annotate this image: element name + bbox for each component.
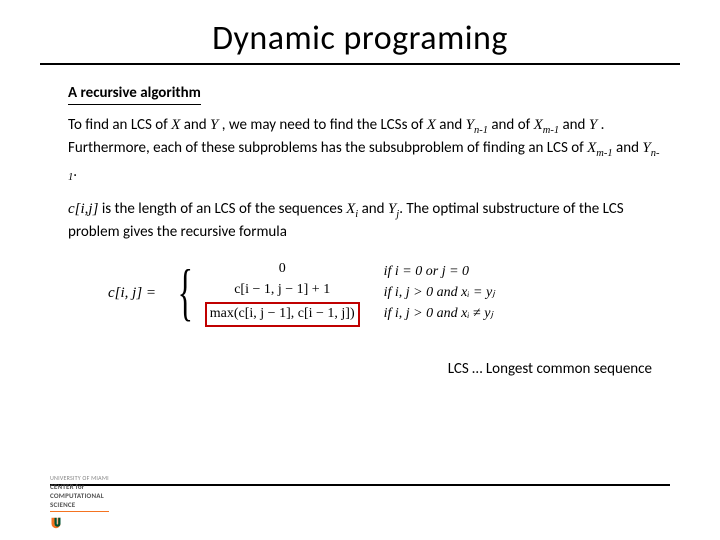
- p1-text-c: and of: [488, 116, 534, 134]
- p2-text-a: is the length of an LCS of the sequences: [98, 200, 346, 218]
- p1-Xm1b-sub: m-1: [596, 148, 612, 159]
- formula-cases: 0 c[i − 1, j − 1] + 1 max(c[i, j − 1], c…: [205, 260, 360, 327]
- section-heading: A recursive algorithm: [68, 83, 201, 105]
- footer-line1: UNIVERSITY OF MIAMI: [50, 474, 109, 482]
- formula-conditions: if i = 0 or j = 0 if i, j > 0 and xᵢ = y…: [384, 263, 495, 324]
- p1-and4: and: [613, 139, 643, 157]
- p2-Xi: X: [346, 201, 355, 217]
- formula-lhs-cases: c[i, j] = { 0 c[i − 1, j − 1] + 1 max(c[…: [108, 260, 360, 327]
- p2-and: and: [358, 200, 388, 218]
- footer-branding: UNIVERSITY OF MIAMI CENTER for COMPUTATI…: [50, 474, 109, 530]
- p2-cij: c[i,j]: [68, 201, 98, 217]
- p1-text-b: , we may need to find the LCSs of: [218, 116, 426, 134]
- p1-dot: .: [73, 163, 77, 181]
- formula-lhs: c[i, j] =: [108, 283, 156, 303]
- footer-rule: [50, 484, 670, 486]
- p1-and1: and: [180, 116, 210, 134]
- p1-text-a: To find an LCS of: [68, 116, 171, 134]
- p1-Xm1: X: [534, 117, 543, 133]
- paragraph-1: To find an LCS of X and Y , we may need …: [68, 115, 660, 185]
- p1-Xm1b: X: [587, 140, 596, 156]
- p1-X2: X: [427, 117, 436, 133]
- footer-line2c: SCIENCE: [50, 500, 75, 509]
- p1-X: X: [171, 117, 180, 133]
- lcs-definition-note: LCS … Longest common sequence: [68, 359, 660, 379]
- p1-Y2: Y: [589, 117, 597, 133]
- recursive-formula: c[i, j] = { 0 c[i − 1, j − 1] + 1 max(c[…: [68, 260, 660, 327]
- case-2: c[i − 1, j − 1] + 1: [205, 281, 360, 300]
- case-3-boxed: max(c[i, j − 1], c[i − 1, j]): [205, 302, 360, 327]
- paragraph-2: c[i,j] is the length of an LCS of the se…: [68, 199, 660, 242]
- university-logo-icon: [50, 516, 68, 530]
- brace-icon: {: [178, 268, 193, 316]
- cond-1: if i = 0 or j = 0: [384, 263, 495, 282]
- case-3: max(c[i, j − 1], c[i − 1, j]): [205, 302, 360, 327]
- footer-line2b: COMPUTATIONAL: [50, 491, 104, 500]
- p1-Xm1-sub: m-1: [543, 125, 559, 136]
- title-rule: [40, 63, 680, 65]
- p1-Yn1b: Y: [642, 140, 650, 156]
- p1-and2: and: [436, 116, 466, 134]
- p1-Yn1-sub: n-1: [474, 125, 488, 136]
- case-1: 0: [205, 260, 360, 279]
- footer-text: UNIVERSITY OF MIAMI CENTER for COMPUTATI…: [50, 474, 109, 512]
- footer-line2a: CENTER for: [50, 482, 85, 491]
- slide-title: Dynamic programing: [50, 18, 670, 63]
- p1-and3: and: [559, 116, 589, 134]
- p2-Yj: Y: [388, 201, 396, 217]
- cond-3: if i, j > 0 and xᵢ ≠ yⱼ: [384, 305, 495, 324]
- content-area: A recursive algorithm To find an LCS of …: [50, 83, 670, 379]
- slide-container: Dynamic programing A recursive algorithm…: [0, 0, 720, 540]
- p1-Yn1: Y: [466, 117, 474, 133]
- cond-2: if i, j > 0 and xᵢ = yⱼ: [384, 284, 495, 303]
